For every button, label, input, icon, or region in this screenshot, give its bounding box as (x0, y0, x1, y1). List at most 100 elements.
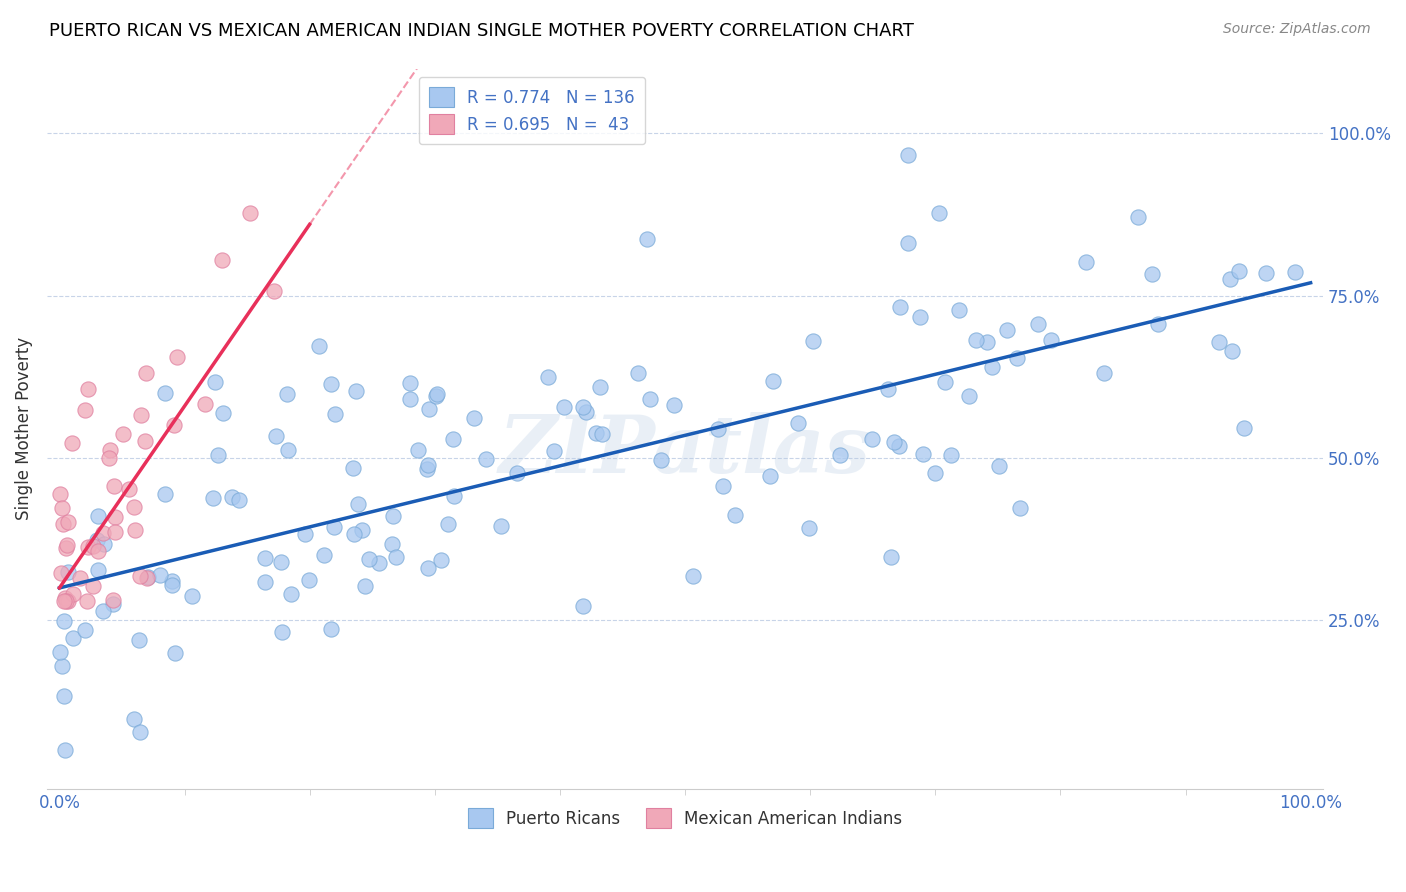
Point (62, 631, 84, 645)
Point (117, 483, 139, 497)
Point (56, 515, 79, 529)
Point (128, 632, 150, 647)
Point (53, 614, 76, 628)
Point (60, 436, 83, 450)
Point (575, 405, 598, 419)
Point (153, 487, 176, 501)
Point (344, 384, 367, 398)
Point (77, 540, 100, 554)
Point (211, 253, 233, 268)
Point (877, 382, 900, 396)
Point (98, 443, 121, 458)
Point (650, 453, 672, 467)
Point (425, 389, 447, 403)
Point (347, 497, 370, 511)
Point (350, 523, 373, 537)
Point (426, 386, 449, 401)
Point (52, 689, 75, 703)
Point (1254, 266, 1277, 280)
Point (103, 478, 125, 492)
Point (55, 594, 77, 608)
Point (897, 235, 920, 250)
Point (129, 569, 152, 583)
Point (319, 377, 342, 392)
Point (56, 538, 79, 552)
Point (1218, 271, 1240, 285)
Point (128, 724, 150, 739)
Point (277, 443, 299, 458)
Point (381, 536, 404, 550)
Point (86, 508, 108, 523)
Point (636, 232, 658, 246)
Point (1092, 366, 1115, 380)
Point (212, 406, 235, 420)
Point (489, 519, 512, 533)
Point (399, 376, 422, 390)
Point (228, 492, 250, 507)
Point (239, 205, 262, 219)
Point (53, 594, 76, 608)
Point (129, 408, 152, 422)
Point (55, 541, 77, 555)
Point (264, 429, 287, 443)
Point (416, 462, 439, 476)
Point (342, 461, 364, 475)
Point (724, 508, 747, 523)
Point (1208, 334, 1230, 349)
Point (308, 339, 330, 353)
Point (463, 411, 485, 425)
Point (77, 382, 100, 396)
Point (134, 434, 156, 449)
Text: ZIPatlas: ZIPatlas (499, 412, 872, 489)
Legend: Puerto Ricans, Mexican American Indians: Puerto Ricans, Mexican American Indians (461, 801, 908, 835)
Point (73, 624, 96, 638)
Point (418, 561, 440, 575)
Point (98, 450, 121, 465)
Point (149, 568, 172, 582)
Point (124, 712, 146, 726)
Point (69, 571, 91, 585)
Point (49, 566, 72, 581)
Point (321, 622, 343, 636)
Point (166, 350, 188, 364)
Point (928, 205, 950, 219)
Point (160, 574, 183, 589)
Point (987, 459, 1010, 474)
Point (52, 516, 75, 531)
Point (135, 571, 157, 585)
Point (104, 524, 127, 539)
Point (879, 549, 901, 564)
Point (221, 490, 243, 504)
Point (53, 743, 76, 757)
Point (62, 587, 84, 601)
Point (382, 508, 405, 523)
Point (75, 403, 97, 417)
Point (957, 389, 980, 403)
Point (911, 447, 934, 461)
Point (271, 624, 294, 639)
Point (934, 375, 956, 389)
Point (135, 366, 157, 380)
Point (418, 402, 440, 417)
Point (828, 448, 851, 462)
Point (939, 448, 962, 462)
Point (553, 401, 575, 415)
Point (103, 597, 125, 611)
Point (1140, 267, 1163, 281)
Point (948, 302, 970, 317)
Point (357, 551, 380, 566)
Point (506, 467, 529, 481)
Point (202, 491, 225, 505)
Point (589, 380, 612, 394)
Point (51, 659, 73, 673)
Point (1074, 255, 1097, 269)
Point (314, 548, 336, 562)
Point (276, 387, 298, 401)
Point (294, 526, 316, 541)
Point (416, 458, 439, 473)
Point (136, 569, 159, 583)
Point (153, 386, 176, 401)
Point (887, 439, 910, 453)
Point (543, 443, 565, 458)
Point (897, 147, 920, 161)
